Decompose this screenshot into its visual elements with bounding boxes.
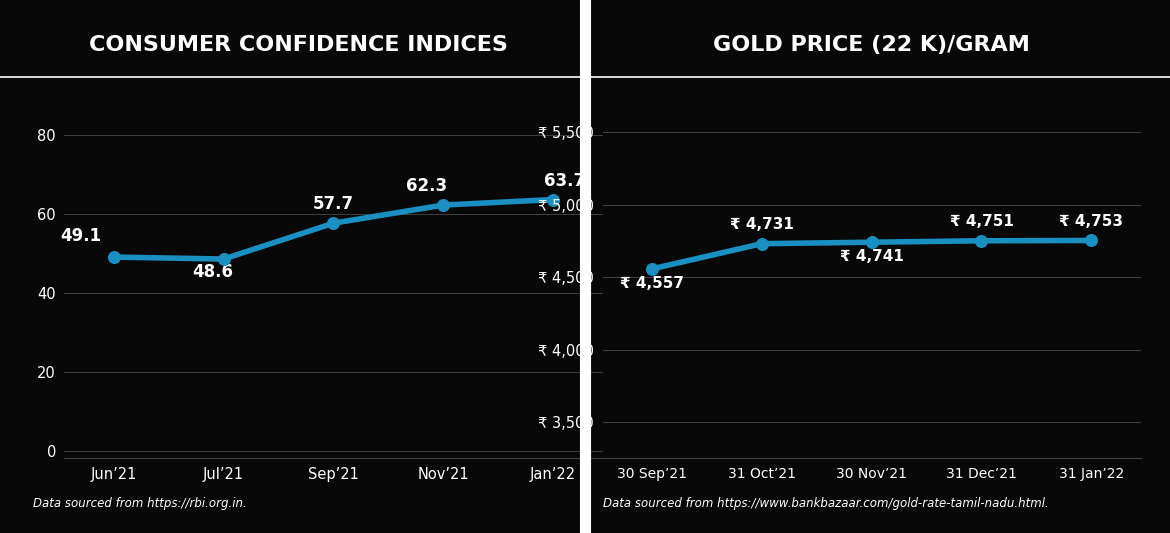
Point: [642, 264, 661, 273]
Text: Data sourced from https://rbi.org.in.: Data sourced from https://rbi.org.in.: [33, 497, 247, 510]
Text: 48.6: 48.6: [192, 263, 233, 281]
Text: GOLD PRICE (22 K)/GRAM: GOLD PRICE (22 K)/GRAM: [714, 35, 1030, 55]
Text: 62.3: 62.3: [406, 177, 447, 195]
Point: [972, 237, 991, 245]
Point: [752, 239, 771, 248]
Point: [324, 219, 343, 228]
Text: Data sourced from https://www.bankbazaar.com/gold-rate-tamil-nadu.html.: Data sourced from https://www.bankbazaar…: [603, 497, 1048, 510]
Point: [544, 195, 563, 204]
Point: [104, 253, 123, 261]
Text: ₹ 4,751: ₹ 4,751: [950, 214, 1013, 229]
Text: CONSUMER CONFIDENCE INDICES: CONSUMER CONFIDENCE INDICES: [89, 35, 508, 55]
Text: ₹ 4,753: ₹ 4,753: [1059, 214, 1123, 229]
Point: [862, 238, 881, 246]
Text: 57.7: 57.7: [312, 195, 355, 213]
Point: [434, 201, 453, 209]
Text: 63.7: 63.7: [544, 172, 585, 190]
Text: ₹ 4,741: ₹ 4,741: [840, 249, 903, 264]
Text: 49.1: 49.1: [61, 227, 102, 245]
Point: [1082, 236, 1101, 245]
Text: ₹ 4,731: ₹ 4,731: [730, 217, 793, 232]
Point: [214, 255, 233, 263]
Text: ₹ 4,557: ₹ 4,557: [620, 276, 684, 290]
